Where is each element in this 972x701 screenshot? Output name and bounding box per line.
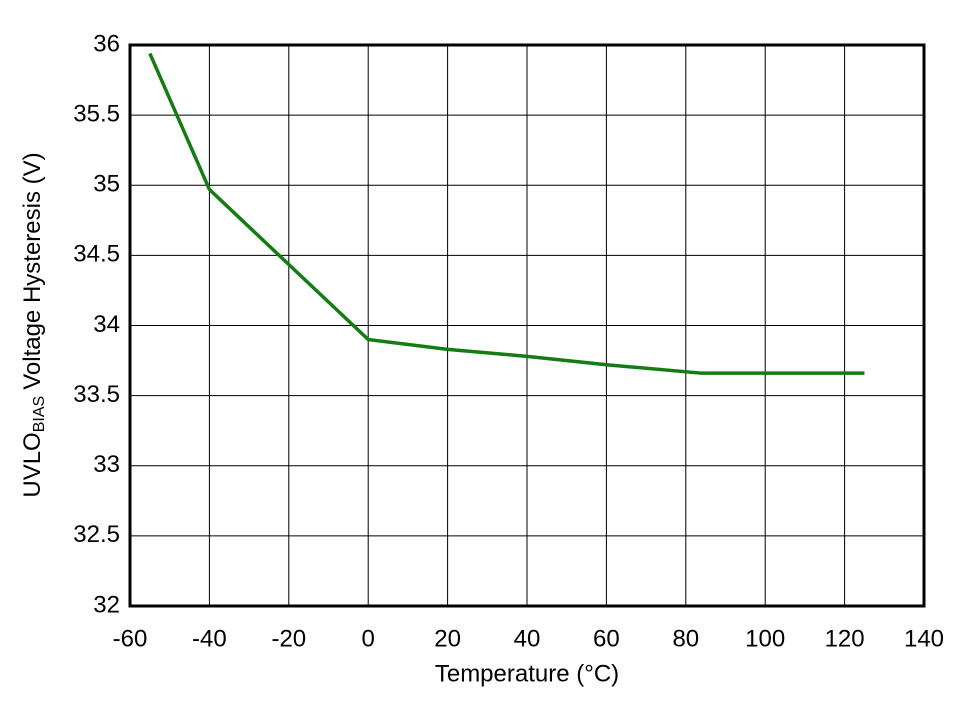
y-tick-label: 35 [93, 171, 120, 198]
y-tick-label: 33.5 [73, 381, 120, 408]
y-tick-label: 34 [93, 311, 120, 338]
y-axis-label-main: UVLO [19, 432, 46, 497]
y-axis-label-rest: Voltage Hysteresis (V) [19, 152, 46, 389]
y-tick-label: 33 [93, 451, 120, 478]
y-tick-label: 32 [93, 591, 120, 618]
y-tick-label: 32.5 [73, 521, 120, 548]
x-tick-label: 120 [825, 625, 865, 652]
x-tick-label: 140 [904, 625, 944, 652]
x-tick-label: 80 [672, 625, 699, 652]
x-tick-label: 40 [514, 625, 541, 652]
x-tick-label: 20 [434, 625, 461, 652]
y-tick-label: 36 [93, 30, 120, 57]
x-tick-label: -40 [192, 625, 227, 652]
x-tick-label: 0 [362, 625, 375, 652]
y-axis-label-sub: BIAS [31, 396, 48, 432]
data-line [148, 52, 865, 375]
x-axis-label: Temperature (°C) [435, 660, 619, 687]
y-tick-label: 35.5 [73, 100, 120, 127]
y-tick-label: 34.5 [73, 241, 120, 268]
x-tick-label: 100 [745, 625, 785, 652]
y-axis-label: UVLOBIAS Voltage Hysteresis (V) [19, 152, 48, 497]
x-tick-label: -60 [113, 625, 148, 652]
x-tick-label: 60 [593, 625, 620, 652]
x-tick-label: -20 [271, 625, 306, 652]
plot-border [128, 43, 926, 608]
